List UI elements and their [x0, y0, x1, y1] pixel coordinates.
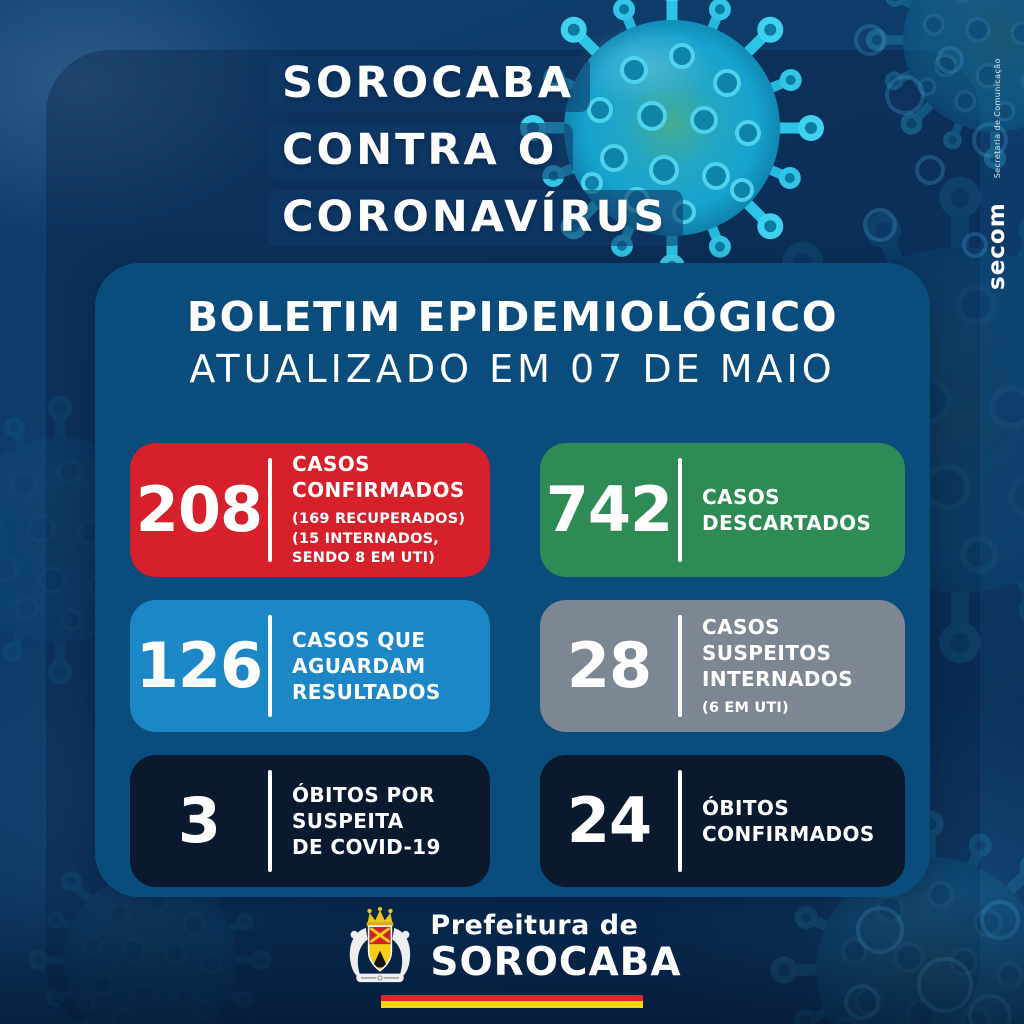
campaign-title-line-3: CORONAVÍRUS	[268, 190, 684, 246]
stat-label-line: CONFIRMADOS	[702, 822, 875, 846]
stat-description: CASOS DESCARTADOS	[682, 484, 879, 536]
card-casos-aguardando: 126 CASOS QUE AGUARDAM RESULTADOS	[130, 600, 490, 732]
stat-label-line: INTERNADOS	[702, 666, 854, 691]
stat-value: 24	[566, 784, 652, 857]
card-casos-descartados: 742 CASOS DESCARTADOS	[540, 443, 905, 577]
bulletin-subtitle: ATUALIZADO EM 07 DE MAIO	[189, 347, 836, 391]
stat-note-line: SENDO 8 EM UTI)	[292, 550, 436, 567]
prefeitura-sorocaba-logo: Prefeitura de SOROCABA	[0, 906, 1024, 988]
stat-note-line: (6 EM UTI)	[702, 699, 789, 716]
card-divider	[268, 615, 272, 717]
stat-description: CASOS CONFIRMADOS (169 RECUPERADOS) (15 …	[272, 451, 473, 569]
card-obitos-confirmados: 24 ÓBITOS CONFIRMADOS	[540, 755, 905, 887]
stat-note-line: (169 RECUPERADOS)	[292, 511, 466, 528]
stat-label-line: CASOS QUE	[292, 628, 426, 652]
stat-label-line: DE COVID-19	[292, 835, 441, 859]
stat-label-line: ÓBITOS POR	[292, 783, 435, 807]
card-divider	[268, 458, 272, 562]
stripe-red	[381, 995, 643, 1001]
footer-wordmark: Prefeitura de SOROCABA	[430, 912, 681, 982]
stat-label-line: CASOS	[702, 614, 780, 639]
stat-value: 208	[135, 473, 263, 546]
stripe-yellow	[381, 1001, 643, 1008]
stat-description: ÓBITOS POR SUSPEITA DE COVID-19	[272, 782, 449, 860]
sorocaba-coat-of-arms-icon	[350, 906, 411, 983]
bulletin-title: BOLETIM EPIDEMIOLÓGICO	[186, 293, 839, 341]
stat-value: 126	[135, 629, 263, 702]
card-casos-suspeitos-internados: 28 CASOS SUSPEITOS INTERNADOS (6 EM UTI)	[540, 600, 905, 732]
stat-label-line: ÓBITOS	[702, 796, 790, 820]
stat-description: ÓBITOS CONFIRMADOS	[682, 795, 883, 847]
campaign-title-line-2: CONTRA O	[268, 123, 574, 179]
stat-label-line: SUSPEITOS	[702, 640, 832, 665]
stat-label-line: DESCARTADOS	[702, 511, 872, 535]
card-divider	[678, 458, 682, 562]
stat-label-line: CASOS	[702, 485, 780, 509]
stat-description: CASOS SUSPEITOS INTERNADOS (6 EM UTI)	[682, 614, 861, 719]
card-obitos-suspeita: 3 ÓBITOS POR SUSPEITA DE COVID-19	[130, 755, 490, 887]
footer-line-1: Prefeitura de	[430, 910, 639, 941]
stat-label-line: SUSPEITA	[292, 809, 404, 833]
secom-label: secom	[984, 202, 1010, 290]
stat-value: 3	[177, 784, 221, 857]
secom-credit: secom Secretaria de Comunicação	[984, 58, 1010, 290]
bulletin-panel: BOLETIM EPIDEMIOLÓGICO ATUALIZADO EM 07 …	[95, 263, 930, 897]
stat-label-line: CASOS	[292, 452, 370, 477]
stat-value: 742	[545, 473, 673, 546]
stat-description: CASOS QUE AGUARDAM RESULTADOS	[272, 627, 449, 705]
stat-cards-grid: 208 CASOS CONFIRMADOS (169 RECUPERADOS) …	[130, 443, 905, 887]
footer-brand-stripe	[381, 995, 643, 1008]
stat-value: 28	[566, 629, 652, 702]
card-casos-confirmados: 208 CASOS CONFIRMADOS (169 RECUPERADOS) …	[130, 443, 490, 577]
stat-label-line: AGUARDAM	[292, 654, 426, 678]
card-divider	[268, 770, 272, 872]
card-divider	[678, 770, 682, 872]
card-divider	[678, 615, 682, 717]
stat-label-line: RESULTADOS	[292, 680, 441, 704]
footer-line-2: SOROCABA	[430, 940, 682, 985]
campaign-title-line-1: SOROCABA	[268, 56, 591, 112]
campaign-title: SOROCABA CONTRA O CORONAVÍRUS	[268, 56, 684, 257]
stat-label-line: CONFIRMADOS	[292, 478, 465, 503]
footer: Prefeitura de SOROCABA	[0, 906, 1024, 1008]
secom-full-name: Secretaria de Comunicação	[992, 58, 1002, 179]
stat-note-line: (15 INTERNADOS,	[292, 530, 440, 547]
